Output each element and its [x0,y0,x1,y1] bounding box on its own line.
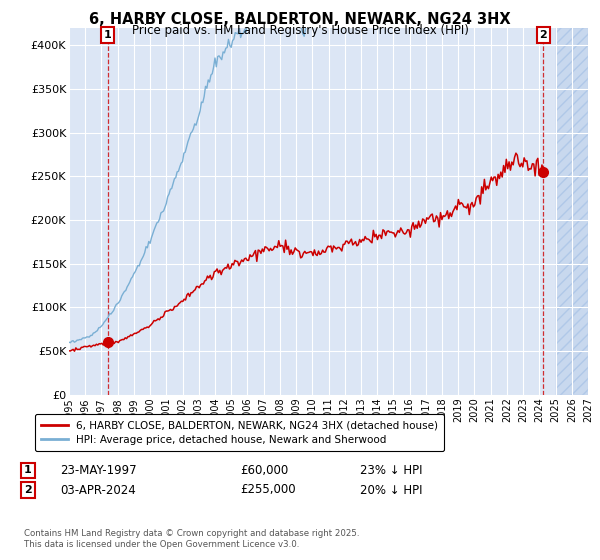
Text: 2: 2 [24,485,32,495]
Text: 2: 2 [539,30,547,40]
Text: 1: 1 [24,465,32,475]
Text: £255,000: £255,000 [240,483,296,497]
Text: 1: 1 [104,30,112,40]
Legend: 6, HARBY CLOSE, BALDERTON, NEWARK, NG24 3HX (detached house), HPI: Average price: 6, HARBY CLOSE, BALDERTON, NEWARK, NG24 … [35,414,444,451]
Text: 23% ↓ HPI: 23% ↓ HPI [360,464,422,477]
Text: 20% ↓ HPI: 20% ↓ HPI [360,483,422,497]
Text: 03-APR-2024: 03-APR-2024 [60,483,136,497]
Text: Contains HM Land Registry data © Crown copyright and database right 2025.
This d: Contains HM Land Registry data © Crown c… [24,529,359,549]
Bar [556,28,588,395]
Text: £60,000: £60,000 [240,464,288,477]
Text: 23-MAY-1997: 23-MAY-1997 [60,464,137,477]
Text: 6, HARBY CLOSE, BALDERTON, NEWARK, NG24 3HX: 6, HARBY CLOSE, BALDERTON, NEWARK, NG24 … [89,12,511,27]
Text: Price paid vs. HM Land Registry's House Price Index (HPI): Price paid vs. HM Land Registry's House … [131,24,469,36]
